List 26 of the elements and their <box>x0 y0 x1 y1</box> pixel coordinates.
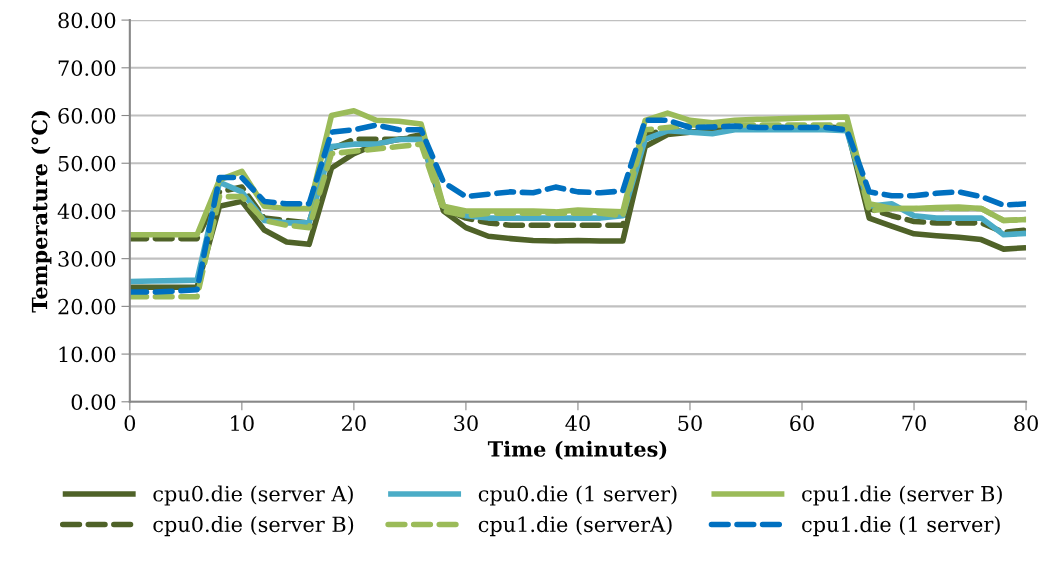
x-tick-label: 80 <box>1014 415 1038 432</box>
x-axis-title: Time (minutes) <box>487 440 667 460</box>
x-tick-label: 50 <box>678 415 702 432</box>
legend-label: cpu0.die (server B) <box>153 516 354 537</box>
y-tick-label: 80.00 <box>58 12 116 29</box>
x-tick-label: 20 <box>342 415 366 432</box>
y-tick-label: 0.00 <box>71 394 116 411</box>
y-tick-label: 60.00 <box>58 107 116 124</box>
legend-label: cpu1.die (serverA) <box>478 516 672 537</box>
legend-label: cpu0.die (server A) <box>153 485 353 506</box>
y-tick-label: 70.00 <box>58 60 116 77</box>
legend-label: cpu1.die (1 server) <box>802 516 1000 537</box>
legend-label: cpu0.die (1 server) <box>478 485 677 506</box>
y-axis-title: Temperature (°C) <box>31 111 52 313</box>
y-tick-label: 20.00 <box>58 298 116 315</box>
y-tick-label: 10.00 <box>59 346 116 363</box>
x-tick-label: 60 <box>790 415 814 432</box>
x-tick-label: 30 <box>454 415 478 432</box>
y-tick-label: 40.00 <box>57 203 116 220</box>
x-tick-label: 70 <box>902 415 926 432</box>
x-tick-label: 40 <box>565 415 590 432</box>
y-tick-label: 50.00 <box>58 155 116 172</box>
x-tick-label: 0 <box>124 415 136 432</box>
y-tick-label: 30.00 <box>58 251 116 267</box>
x-tick-label: 10 <box>231 415 254 432</box>
legend-label: cpu1.die (server B) <box>802 485 1002 506</box>
